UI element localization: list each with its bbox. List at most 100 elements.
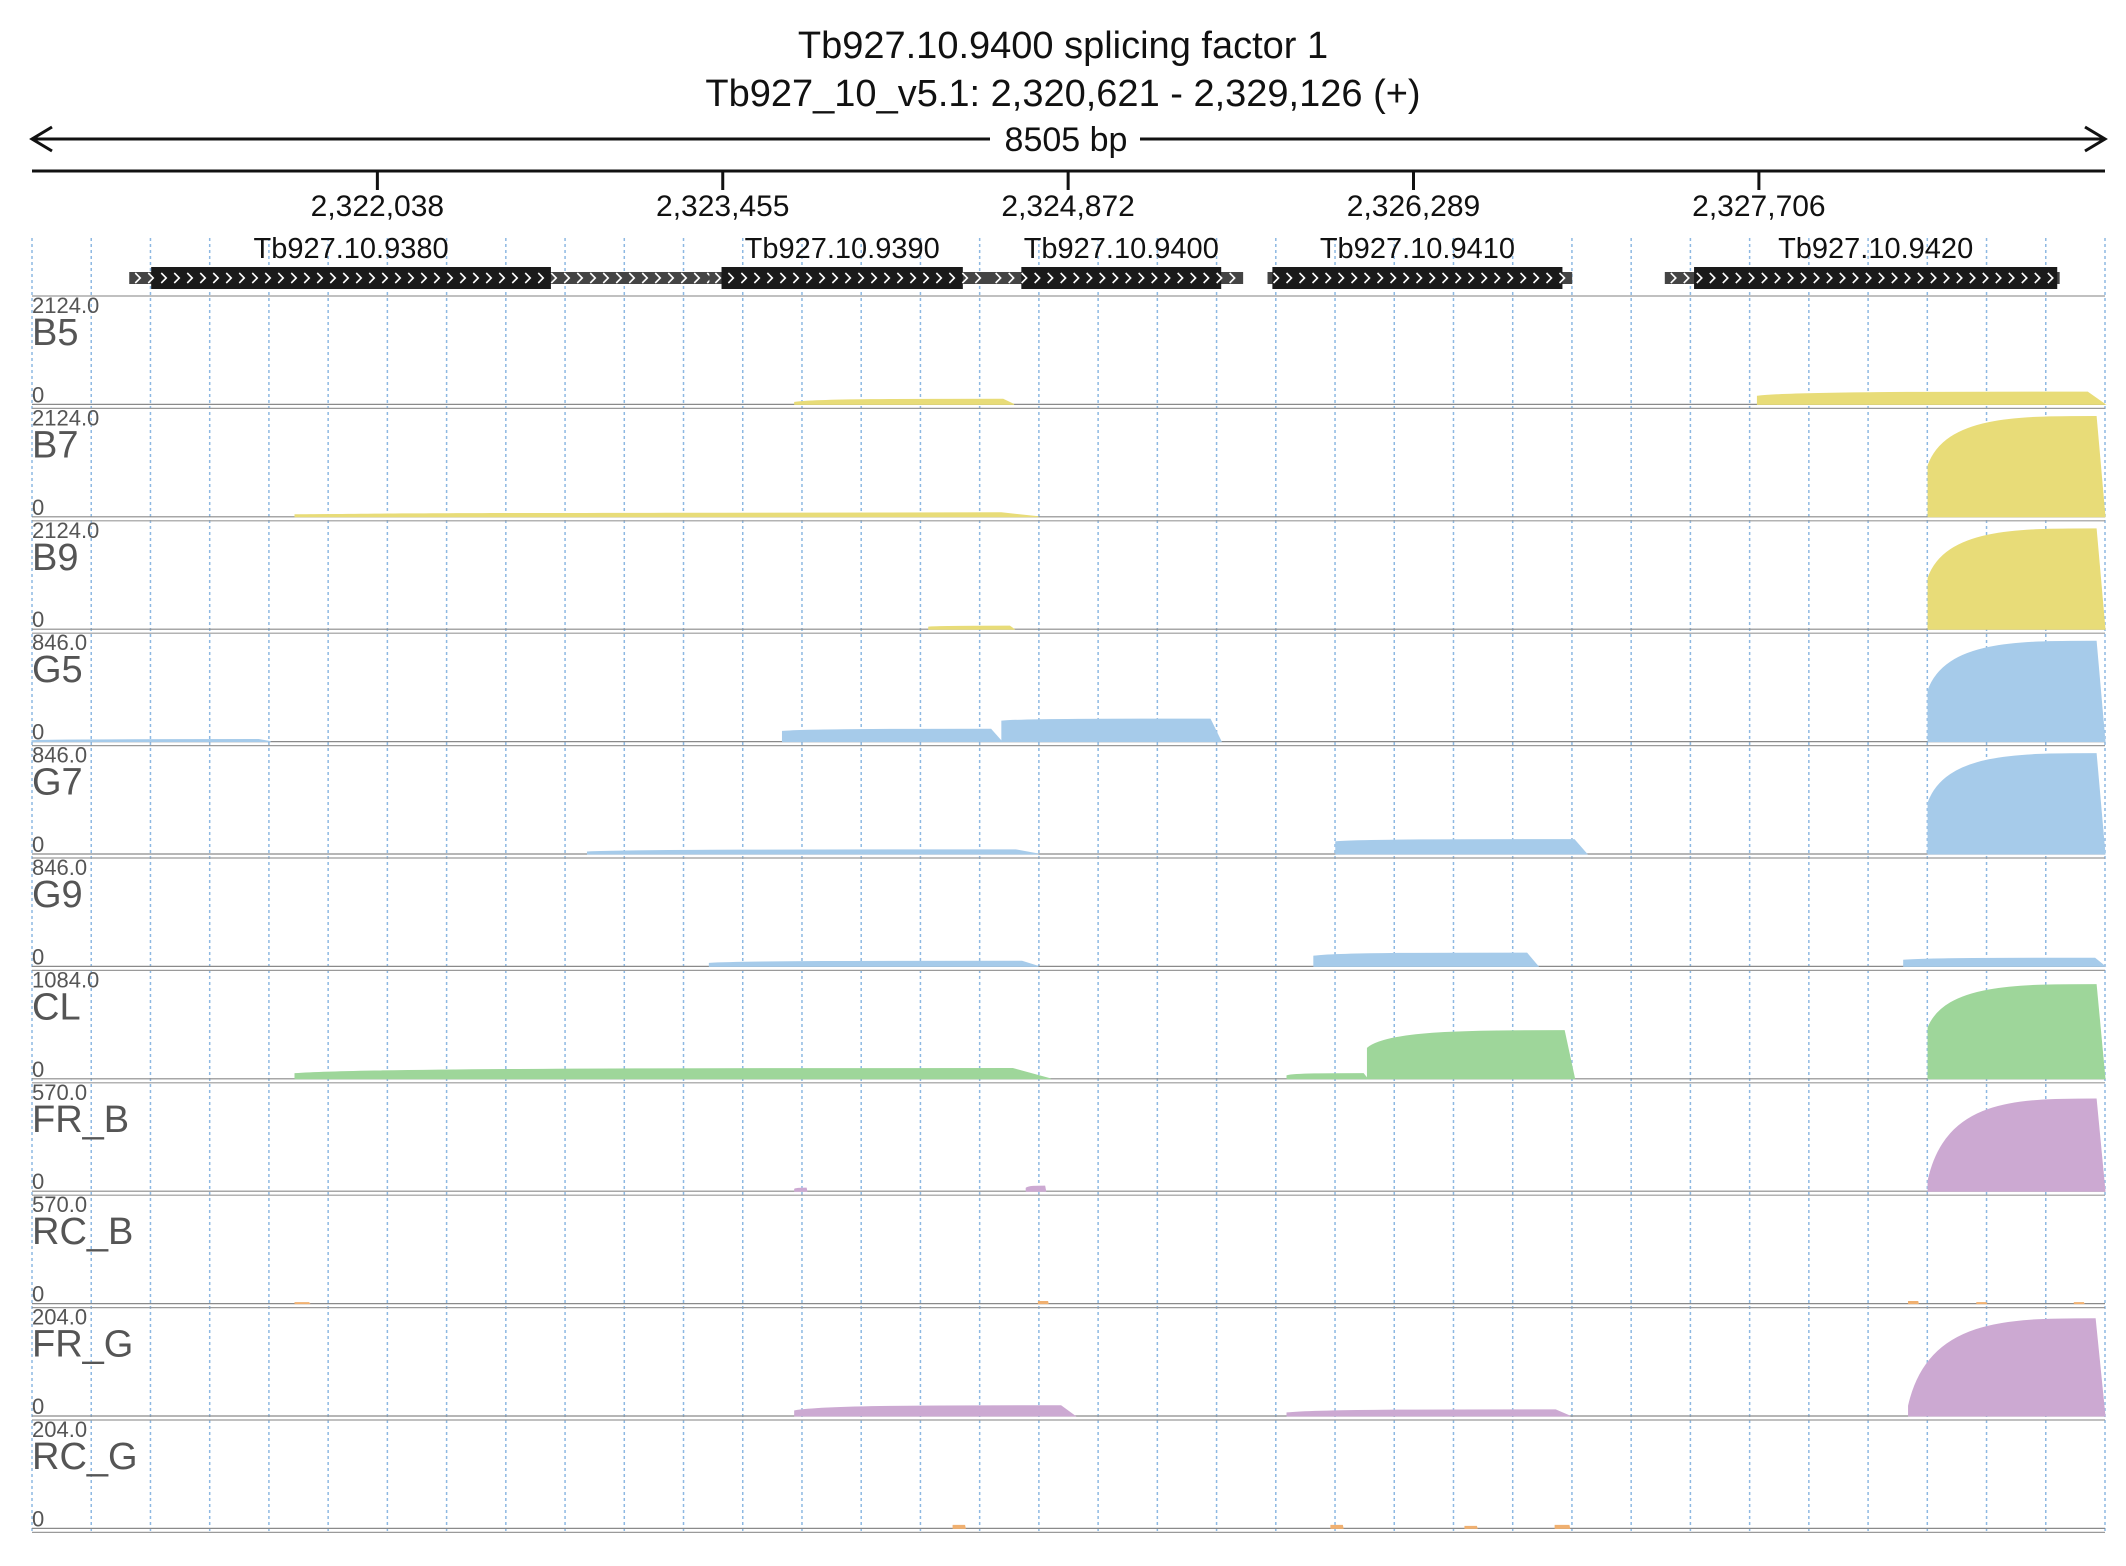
strand-arrow-icon — [1402, 272, 1410, 284]
strand-arrow-icon — [316, 272, 324, 284]
strand-arrow-icon — [1813, 272, 1820, 284]
gene-cds — [721, 267, 963, 289]
strand-arrow-icon — [935, 272, 943, 284]
strand-arrow-icon — [537, 272, 545, 284]
strand-arrow-icon — [1683, 272, 1690, 284]
strand-arrow-icon — [1441, 272, 1449, 284]
strand-arrow-icon — [2047, 272, 2054, 284]
track-min-label: 0 — [32, 382, 44, 407]
strand-arrow-icon — [753, 272, 761, 284]
strand-arrow-icon — [615, 272, 623, 284]
coverage-area — [1286, 1073, 1369, 1080]
strand-arrow-icon — [1363, 272, 1371, 284]
track-max-label: 2124.0 — [32, 518, 99, 543]
strand-arrow-icon — [818, 272, 826, 284]
strand-arrow-icon — [251, 272, 259, 284]
strand-arrow-icon — [727, 272, 735, 284]
strand-arrow-icon — [485, 272, 493, 284]
strand-arrow-icon — [1008, 272, 1015, 284]
strand-arrow-icon — [511, 272, 519, 284]
coverage-area — [1286, 1409, 1570, 1417]
coverage-area — [1554, 1524, 1571, 1529]
strand-arrow-icon — [844, 272, 852, 284]
gene-cds — [1021, 267, 1222, 289]
strand-arrow-icon — [329, 272, 337, 284]
strand-arrow-icon — [303, 272, 311, 284]
strand-arrow-icon — [693, 272, 701, 284]
strand-arrow-icon — [576, 272, 584, 284]
strand-arrow-icon — [1350, 272, 1358, 284]
strand-arrow-icon — [1748, 272, 1755, 284]
strand-arrow-icon — [1112, 272, 1119, 284]
strand-arrow-icon — [870, 272, 878, 284]
strand-arrow-icon — [1389, 272, 1397, 284]
tick-label: 2,323,455 — [656, 190, 789, 223]
strand-arrow-icon — [641, 272, 649, 284]
coverage-area — [1335, 839, 1588, 855]
coverage-area — [1927, 415, 2106, 518]
strand-arrow-icon — [766, 272, 774, 284]
coverage-area — [1366, 1030, 1576, 1080]
coverage-area — [1908, 1318, 2106, 1417]
span-label: 8505 bp — [1005, 121, 1128, 159]
strand-arrow-icon — [1376, 272, 1384, 284]
gene-label: Tb927.10.9390 — [745, 233, 940, 265]
track-name: B7 — [32, 424, 78, 466]
strand-arrow-icon — [407, 272, 415, 284]
strand-arrow-icon — [1519, 272, 1527, 284]
strand-arrow-icon — [1696, 272, 1703, 284]
strand-arrow-icon — [779, 272, 787, 284]
strand-arrow-icon — [831, 272, 839, 284]
strand-arrow-icon — [134, 272, 142, 284]
strand-arrow-icon — [740, 272, 748, 284]
coverage-area — [952, 1524, 966, 1529]
strand-arrow-icon — [1852, 272, 1859, 284]
strand-arrow-icon — [714, 272, 722, 284]
track-min-label: 0 — [32, 1169, 44, 1194]
track-max-label: 204.0 — [32, 1417, 87, 1442]
strand-arrow-icon — [1865, 272, 1872, 284]
track-min-label: 0 — [32, 832, 44, 857]
coordinate-ticks: 2,322,038 2,323,455 2,324,872 2,326,289 2,32… — [311, 171, 1826, 223]
track-min-label: 0 — [32, 495, 44, 520]
strand-arrow-icon — [1138, 272, 1145, 284]
track-name: G7 — [32, 762, 83, 804]
coverage-area — [794, 1187, 808, 1192]
track-max-label: 570.0 — [32, 1192, 87, 1217]
strand-arrow-icon — [1995, 272, 2002, 284]
strand-arrow-icon — [1073, 272, 1080, 284]
strand-arrow-icon — [264, 272, 272, 284]
strand-arrow-icon — [1125, 272, 1132, 284]
track-name: G9 — [32, 874, 83, 916]
strand-arrow-icon — [1454, 272, 1462, 284]
strand-arrow-icon — [1428, 272, 1436, 284]
track-name: RC_G — [32, 1436, 138, 1478]
coverage-area — [1756, 391, 2107, 405]
coverage-area — [1908, 1301, 1919, 1305]
coverage-area — [794, 1405, 1077, 1417]
gene-label: Tb927.10.9380 — [253, 233, 448, 265]
strand-arrow-icon — [1969, 272, 1976, 284]
strand-arrow-icon — [1216, 272, 1223, 284]
track-name: G5 — [32, 649, 83, 691]
strand-arrow-icon — [1285, 272, 1293, 284]
strand-arrow-icon — [1787, 272, 1794, 284]
strand-arrow-icon — [909, 272, 917, 284]
chart-title: Tb927.10.9400 splicing factor 1 — [798, 25, 1328, 67]
track-max-label: 1084.0 — [32, 967, 99, 992]
coverage-area — [1001, 718, 1222, 743]
strand-arrow-icon — [472, 272, 480, 284]
strand-arrow-icon — [1943, 272, 1950, 284]
coverage-area — [1313, 952, 1540, 967]
strand-arrow-icon — [498, 272, 506, 284]
track-name: FR_B — [32, 1099, 129, 1141]
coverage-area — [294, 1068, 1051, 1080]
strand-arrow-icon — [1164, 272, 1171, 284]
coverage-area — [294, 512, 1039, 518]
strand-arrow-icon — [1047, 272, 1054, 284]
gridlines — [31, 238, 2106, 1533]
strand-arrow-icon — [1151, 272, 1158, 284]
track-name: FR_G — [32, 1324, 133, 1366]
strand-arrow-icon — [1099, 272, 1106, 284]
